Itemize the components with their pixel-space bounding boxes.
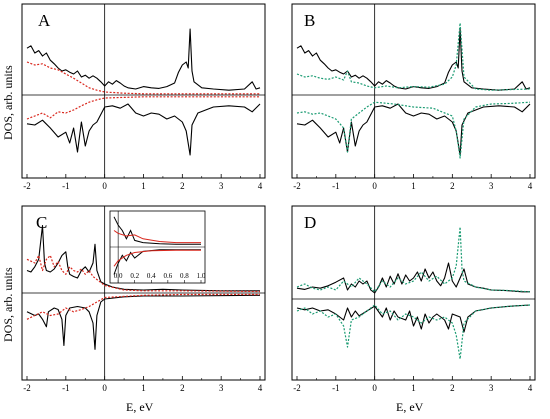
- inset-curve-red: [113, 230, 201, 244]
- panel-c-x-axis-title: E, eV: [126, 400, 154, 414]
- inset-curves: [110, 211, 205, 283]
- x-tick-label: 1: [141, 181, 146, 191]
- panel-c-curves: [22, 206, 265, 380]
- x-tick-label: 2: [450, 383, 455, 393]
- panel-d-letter: D: [304, 213, 316, 232]
- x-tick-label: 4: [528, 181, 533, 191]
- dos-curve-spin-down-black: [296, 304, 531, 333]
- panel-b-curves: [292, 4, 535, 178]
- panel-b-frame: [291, 3, 536, 179]
- panel-a-letter: A: [38, 11, 51, 30]
- panel-a: A -2 -1 0 1 2 3 4: [21, 3, 266, 191]
- inset-x-tick-label: 0.6: [163, 272, 172, 280]
- panel-d-x-ticks: -2 -1 0 1 2 3 4: [293, 376, 533, 393]
- panel-c-letter: C: [36, 213, 47, 232]
- x-tick-label: 3: [219, 383, 224, 393]
- panel-b-letter: B: [304, 11, 315, 30]
- panel-c: C -2 -1 0 1 2 3 4 0.0 0.2 0.4 0.6 0.8 1.0: [21, 205, 266, 393]
- panel-d-curves: [292, 206, 535, 380]
- x-tick-label: 2: [450, 181, 455, 191]
- x-tick-label: 0: [102, 181, 107, 191]
- dos-curve-spin-up-green: [296, 226, 531, 293]
- panel-a-frame: [21, 3, 266, 179]
- x-tick-label: -2: [23, 383, 31, 393]
- dos-curve-spin-down-red: [26, 293, 260, 320]
- panel-d: D -2 -1 0 1 2 3 4: [291, 205, 536, 393]
- dos-curve-spin-up-red: [26, 61, 260, 95]
- panel-d-frame: [291, 205, 536, 381]
- x-tick-label: 0: [102, 383, 107, 393]
- x-tick-label: 1: [141, 383, 146, 393]
- x-tick-label: 3: [489, 383, 494, 393]
- dos-curve-spin-up-green: [296, 22, 531, 91]
- x-tick-label: -1: [332, 383, 340, 393]
- x-tick-label: 1: [411, 181, 416, 191]
- x-tick-label: 3: [489, 181, 494, 191]
- panel-b-x-ticks: -2 -1 0 1 2 3 4: [293, 174, 533, 191]
- x-tick-label: 2: [180, 383, 185, 393]
- panel-c-inset: 0.0 0.2 0.4 0.6 0.8 1.0: [109, 210, 206, 284]
- x-tick-label: -1: [62, 383, 70, 393]
- dos-curve-spin-up-red: [26, 254, 261, 293]
- panel-a-y-axis-title: DOS, arb. units: [1, 65, 15, 140]
- panel-a-x-ticks: -2 -1 0 1 2 3 4: [23, 174, 263, 191]
- x-tick-label: -2: [293, 181, 301, 191]
- inset-curve-red: [113, 249, 201, 267]
- x-tick-label: 4: [258, 181, 263, 191]
- x-tick-label: 2: [180, 181, 185, 191]
- x-tick-label: 0: [372, 181, 377, 191]
- x-tick-label: 0: [372, 383, 377, 393]
- inset-x-tick-label: 0.8: [180, 272, 189, 280]
- x-tick-label: 3: [219, 181, 224, 191]
- inset-x-tick-label: 1.0: [197, 272, 206, 280]
- panel-b: B -2 -1 0 1 2 3 4: [291, 3, 536, 191]
- dos-curve-spin-up-black: [26, 28, 261, 91]
- dos-curve-spin-down-green: [296, 101, 531, 159]
- dos-curve-spin-down-black: [26, 103, 261, 156]
- panel-c-y-axis-title: DOS, arb. units: [1, 267, 15, 342]
- panel-d-x-axis-title: E, eV: [396, 400, 424, 414]
- x-tick-label: -1: [62, 181, 70, 191]
- x-tick-label: -2: [23, 181, 31, 191]
- x-tick-label: 1: [411, 383, 416, 393]
- inset-x-tick-label: 0.2: [130, 272, 139, 280]
- x-tick-label: -2: [293, 383, 301, 393]
- dos-curve-spin-up-black: [296, 28, 531, 91]
- dos-curve-spin-down-black: [26, 294, 261, 350]
- dos-curve-spin-down-black: [296, 103, 531, 156]
- panel-a-curves: [22, 4, 265, 178]
- panel-c-x-ticks: -2 -1 0 1 2 3 4: [23, 376, 263, 393]
- x-tick-label: -1: [332, 181, 340, 191]
- x-tick-label: 4: [528, 383, 533, 393]
- x-tick-label: 4: [258, 383, 263, 393]
- dos-curve-spin-down-green: [296, 304, 531, 360]
- inset-x-tick-label: 0.4: [147, 272, 156, 280]
- dos-curve-spin-down-red: [26, 96, 260, 120]
